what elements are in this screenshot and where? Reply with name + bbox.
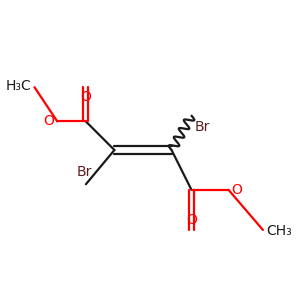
Text: O: O <box>232 183 242 197</box>
Text: CH₃: CH₃ <box>266 224 292 239</box>
Text: O: O <box>186 213 197 227</box>
Text: H₃C: H₃C <box>6 79 31 93</box>
Text: O: O <box>44 114 54 128</box>
Text: O: O <box>80 90 91 104</box>
Text: Br: Br <box>194 120 210 134</box>
Text: Br: Br <box>77 165 92 178</box>
